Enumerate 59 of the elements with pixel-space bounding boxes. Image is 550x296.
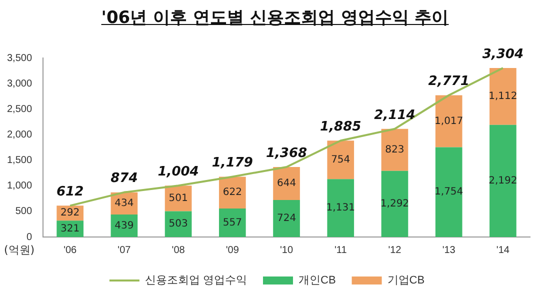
data-label: 1,885	[320, 119, 362, 134]
data-label: 501	[168, 193, 188, 204]
data-label: 1,004	[158, 164, 199, 180]
data-label: 557	[222, 217, 242, 228]
y-tick-label: 3,500	[6, 52, 32, 64]
bar	[218, 176, 246, 209]
data-label: 754	[331, 154, 350, 166]
x-tick-label: '11	[334, 244, 348, 256]
bar	[435, 147, 462, 237]
x-tick-label: '09	[226, 244, 240, 256]
data-label: 3,304	[482, 46, 524, 62]
x-tick-label: '08	[172, 244, 186, 256]
bar	[327, 179, 354, 237]
y-tick-label: 2,000	[6, 129, 32, 140]
data-label: 612	[56, 184, 84, 200]
data-label: 503	[168, 218, 188, 230]
y-tick-label: 3,000	[6, 78, 32, 90]
bar	[273, 167, 300, 200]
x-tick-label: '12	[388, 244, 402, 256]
data-label: 292	[60, 208, 80, 219]
data-label: 321	[60, 223, 80, 234]
data-label: 1,017	[434, 116, 464, 127]
y-tick-label: 1,500	[6, 155, 32, 166]
y-tick-label: 0	[26, 232, 32, 243]
bar	[327, 140, 354, 180]
data-label: 874	[110, 171, 138, 186]
data-label: 1,131	[326, 202, 355, 214]
data-label: 1,292	[380, 198, 410, 210]
bar	[490, 68, 516, 125]
y-tick-label: 500	[15, 206, 32, 218]
x-tick-label: '06	[64, 244, 78, 256]
legend-label: 신용조회업 영업수익	[144, 274, 248, 287]
y-tick-label: 2,500	[6, 104, 32, 115]
chart-title: '06년 이후 연도별 신용조회업 영업수익 추이	[101, 8, 449, 28]
bar	[273, 200, 300, 237]
bar	[381, 128, 408, 171]
legend-label: 기업CB	[387, 274, 425, 287]
x-tick-label: '10	[280, 244, 294, 256]
y-axis-title: (억원)	[4, 243, 35, 256]
data-label: 1,368	[266, 146, 308, 161]
data-label: 644	[276, 178, 296, 190]
data-label: 823	[385, 144, 404, 156]
data-label: 622	[222, 187, 242, 198]
bar	[435, 95, 462, 148]
x-tick-label: '07	[118, 244, 132, 256]
data-label: 1,179	[212, 156, 253, 171]
data-label: 2,114	[374, 108, 416, 123]
bar	[490, 124, 516, 237]
data-label: 439	[114, 220, 134, 232]
bar	[381, 170, 408, 237]
data-label: 1,112	[488, 91, 518, 102]
y-tick-label: 1,000	[6, 180, 32, 192]
x-tick-label: '13	[442, 244, 456, 256]
x-tick-label: '14	[496, 244, 510, 256]
data-label: 434	[114, 198, 134, 210]
legend-label: 개인CB	[298, 274, 336, 287]
data-label: 2,771	[428, 74, 470, 90]
bar	[218, 208, 246, 237]
data-label: 724	[276, 213, 296, 224]
